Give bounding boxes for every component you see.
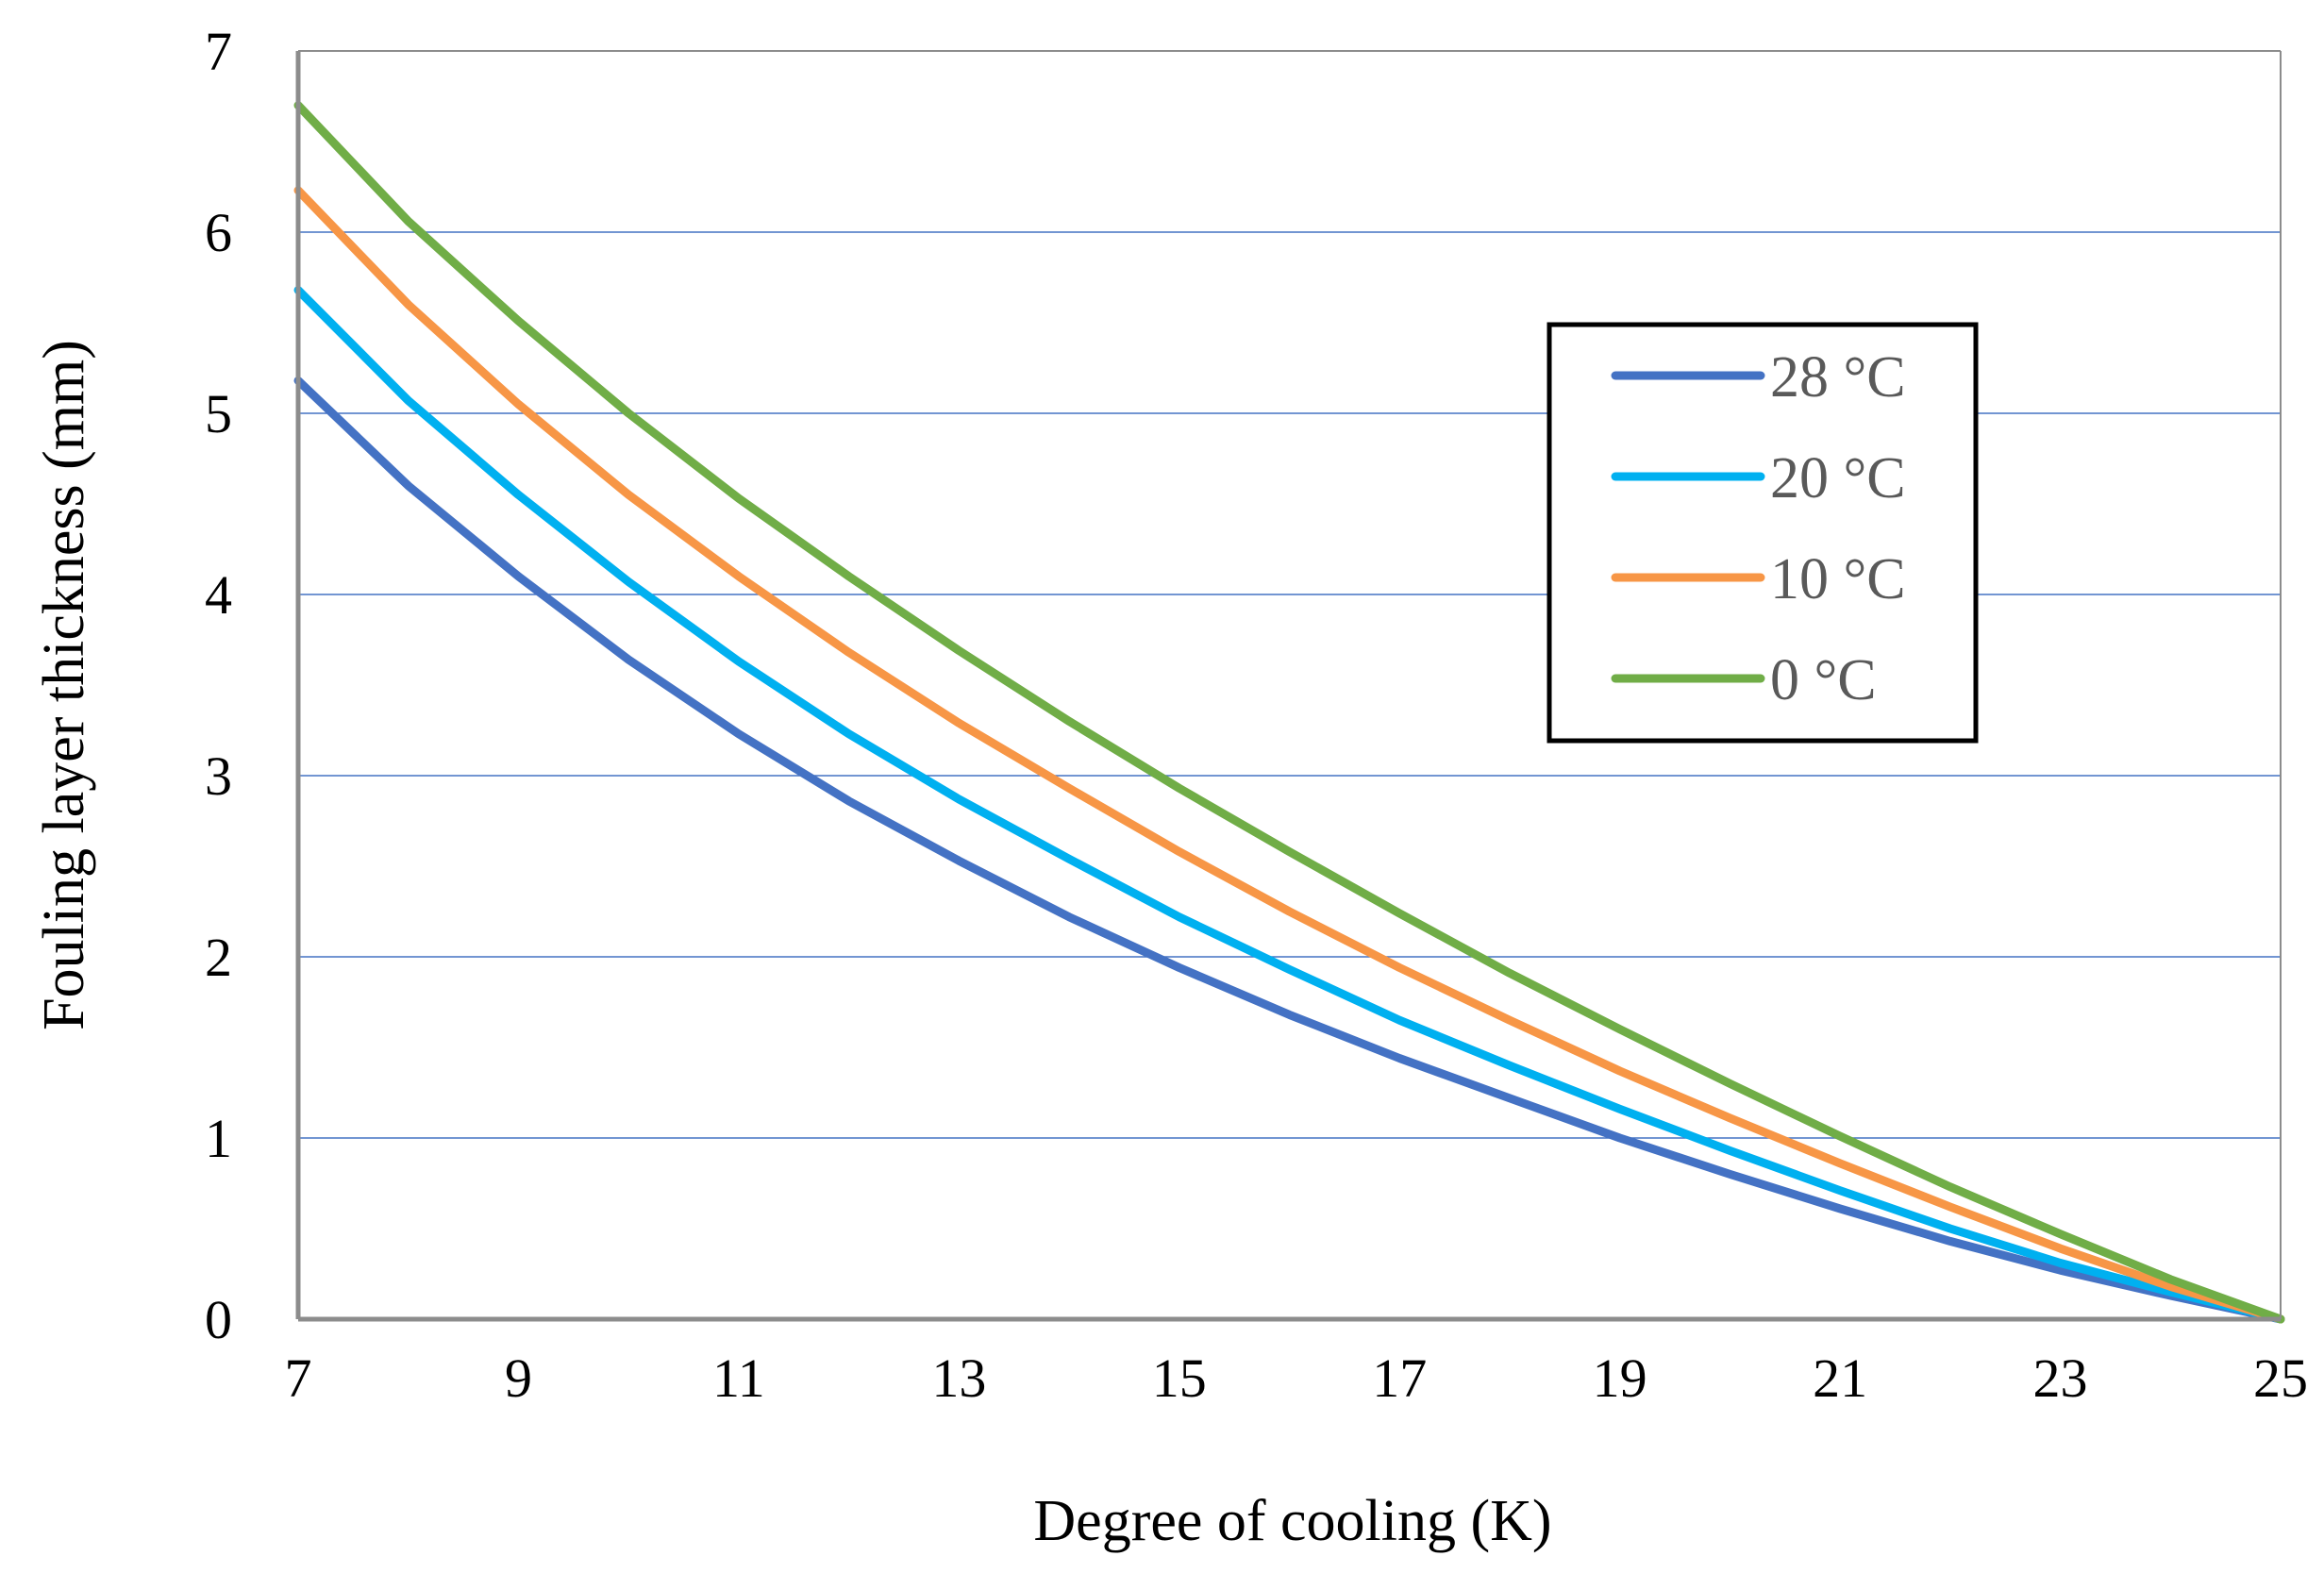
gridlines xyxy=(298,231,2281,1139)
axes xyxy=(295,50,2282,1322)
series-line-3 xyxy=(293,101,2285,1324)
x-tick-label: 15 xyxy=(1152,1347,1207,1409)
y-tick-label: 1 xyxy=(205,1108,232,1169)
x-tick-label: 19 xyxy=(1593,1347,1647,1409)
y-tick-label: 5 xyxy=(205,383,232,444)
y-tick-labels: 0 1 2 3 4 5 6 7 xyxy=(205,21,232,1350)
x-tick-label: 17 xyxy=(1372,1347,1427,1409)
x-tick-label: 7 xyxy=(285,1347,312,1409)
series-line-1 xyxy=(293,285,2285,1324)
series-line-0 xyxy=(293,376,2285,1324)
legend-label-1: 20 °C xyxy=(1770,446,1906,510)
y-tick-label: 4 xyxy=(205,564,232,626)
series-line-2 xyxy=(293,186,2285,1324)
y-tick-label: 7 xyxy=(205,21,232,82)
x-tick-label: 25 xyxy=(2253,1347,2308,1409)
legend-label-2: 10 °C xyxy=(1770,547,1906,611)
x-tick-labels: 7 9 11 13 15 17 19 21 23 25 xyxy=(285,1347,2309,1409)
legend-label-0: 28 °C xyxy=(1770,345,1906,410)
y-tick-label: 3 xyxy=(205,745,232,807)
legend-box xyxy=(1547,322,1979,744)
x-axis-title: Degree of cooling (K) xyxy=(1033,1489,1551,1553)
x-tick-label: 13 xyxy=(931,1347,986,1409)
y-tick-label: 6 xyxy=(205,202,232,263)
series-lines xyxy=(293,101,2285,1324)
x-tick-label: 9 xyxy=(505,1347,532,1409)
y-tick-label: 0 xyxy=(205,1289,232,1350)
y-tick-label: 2 xyxy=(205,927,232,988)
legend-label-3: 0 °C xyxy=(1770,648,1877,712)
y-axis-title: Fouling layer thickness (mm) xyxy=(32,340,96,1030)
x-tick-label: 23 xyxy=(2033,1347,2088,1409)
legend: 28 °C 20 °C 10 °C 0 °C xyxy=(1547,322,1979,744)
x-tick-label: 21 xyxy=(1813,1347,1867,1409)
x-tick-label: 11 xyxy=(712,1347,765,1409)
